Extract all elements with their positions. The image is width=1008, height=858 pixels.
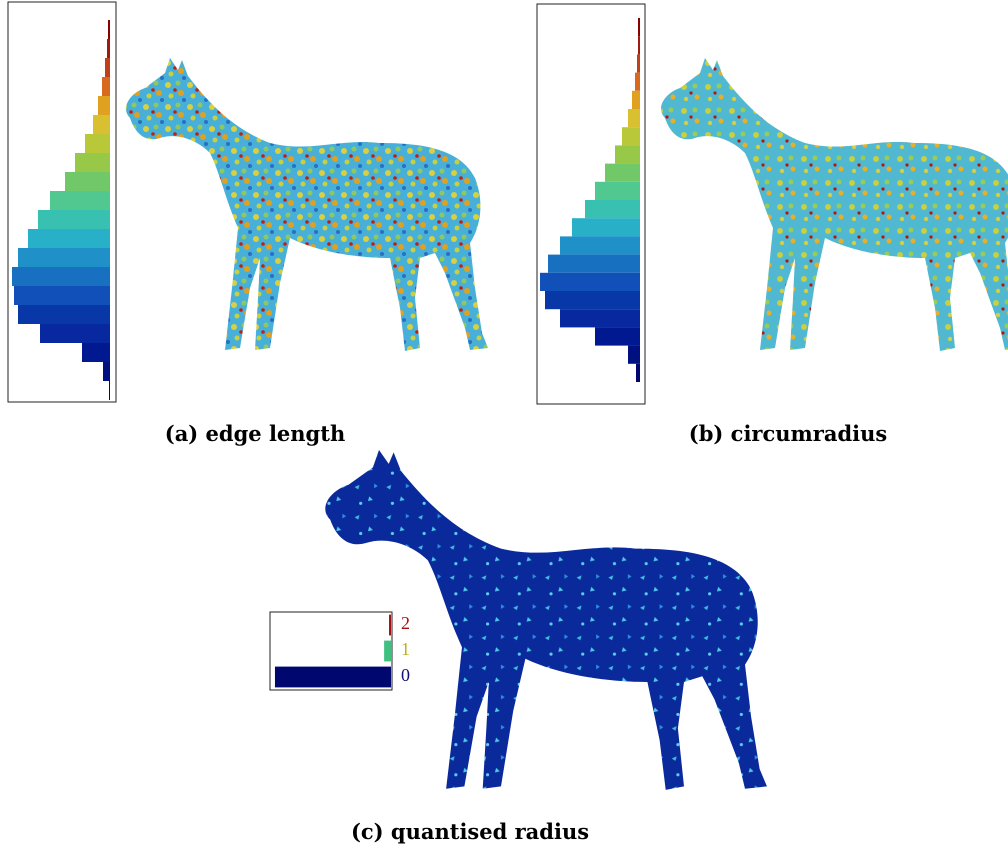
- bar: [12, 267, 110, 286]
- bar: [636, 363, 640, 382]
- bar: [622, 127, 640, 146]
- bar: [14, 286, 110, 305]
- bar: [274, 666, 391, 688]
- bar: [632, 90, 640, 109]
- bar: [638, 18, 640, 37]
- bar: [635, 72, 640, 91]
- bar: [93, 115, 110, 134]
- bar: [384, 640, 391, 662]
- horse-a: [125, 58, 488, 351]
- bar: [585, 200, 640, 219]
- bar: [18, 248, 110, 267]
- bar: [628, 109, 640, 128]
- caption: (b) circumradius: [689, 421, 887, 446]
- plots: (a) edge length (b) circumradius 2 1 0 (c) qu…: [7, 1, 887, 844]
- bar: [109, 381, 110, 400]
- bar: [595, 327, 640, 346]
- bar: [28, 229, 110, 248]
- bar: [75, 153, 110, 172]
- bar: [595, 181, 640, 200]
- bar: [605, 163, 640, 182]
- bar: [545, 291, 640, 310]
- plot-frame: [536, 3, 646, 405]
- bar: [40, 324, 110, 343]
- bar: [82, 343, 110, 362]
- bar: [108, 20, 110, 39]
- bar: [637, 54, 640, 73]
- bar: [98, 96, 110, 115]
- caption: (c) quantised radius: [351, 819, 589, 844]
- bar: [105, 58, 110, 77]
- bar: [107, 39, 110, 58]
- horse-b: [660, 58, 1008, 351]
- bar: [560, 236, 640, 255]
- bar: [103, 362, 110, 381]
- bar: [85, 134, 110, 153]
- bar: [389, 614, 391, 636]
- category-label: 2: [401, 613, 410, 633]
- bar: [102, 77, 110, 96]
- category-label: 1: [401, 639, 410, 659]
- caption: (a) edge length: [165, 421, 345, 446]
- plot-frame: [7, 1, 117, 403]
- plot-frame: [269, 611, 393, 691]
- bar: [540, 272, 640, 291]
- bar: [628, 345, 640, 364]
- bar: [38, 210, 110, 229]
- bar: [65, 172, 110, 191]
- bar: [560, 309, 640, 328]
- bar: [638, 36, 640, 55]
- bar: [615, 145, 640, 164]
- bar: [572, 218, 640, 237]
- bar: [18, 305, 110, 324]
- category-label: 0: [401, 665, 410, 685]
- bar: [50, 191, 110, 210]
- bar: [548, 254, 640, 273]
